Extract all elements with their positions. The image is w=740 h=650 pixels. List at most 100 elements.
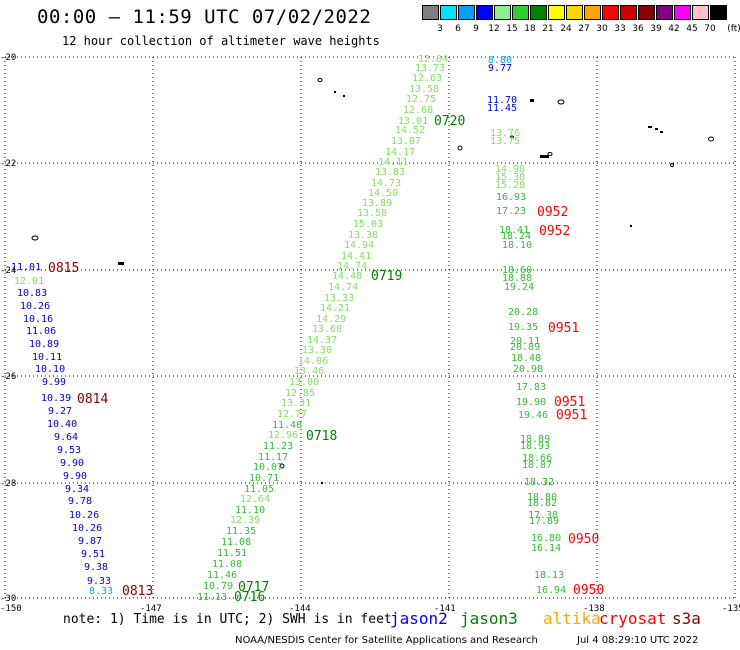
legend-label: 15 [506, 24, 518, 34]
wave-height-label: 9.90 [63, 471, 87, 482]
lon-tick-label: -141 [434, 604, 456, 614]
wave-height-label: 14.29 [316, 314, 346, 325]
axis-labels: -20 -22 -24 -26 -28 -30-150 -147 -144 -141 -138 -1… [0, 53, 740, 614]
wave-height-label: 13.01 [398, 116, 428, 127]
wave-height-label: 18.93 [520, 441, 550, 452]
island [630, 225, 632, 227]
wave-height-label: 12.01 [14, 276, 44, 287]
legend-swatch [458, 5, 475, 20]
wave-height-label: 20.11 [510, 336, 540, 347]
wave-height-label: 18.32 [524, 477, 554, 488]
wave-height-label: 11.01 [11, 262, 41, 273]
wave-height-label: 13.38 [348, 230, 378, 241]
pass-time-label: 0720 [434, 114, 465, 129]
wave-height-label: 11.48 [272, 420, 302, 431]
wave-height-label: 9.87 [78, 536, 102, 547]
lat-tick-label: -26 [0, 372, 16, 382]
lat-tick-label: -22 [0, 159, 16, 169]
wave-height-label: 11.70 [487, 95, 517, 106]
lon-tick-label: -138 [583, 604, 605, 614]
wave-height-label: 16.94 [536, 585, 566, 596]
wave-height-label: 15.03 [353, 219, 383, 230]
footer-note: note: 1) Time is in UTC; 2) SWH is in fe… [63, 612, 392, 627]
wave-height-label: 13.87 [391, 136, 421, 147]
legend-label: 36 [632, 24, 644, 34]
wave-height-label: 14.41 [341, 251, 371, 262]
wave-height-label: 12.39 [230, 515, 260, 526]
lat-tick-label: -24 [0, 266, 16, 276]
island [457, 145, 463, 151]
wave-height-label: 12.04 [418, 54, 448, 65]
legend-label: 30 [596, 24, 608, 34]
wave-height-label: 9.90 [60, 458, 84, 469]
wave-height-label: 17.23 [496, 206, 526, 217]
wave-height-label: 13.00 [289, 377, 319, 388]
sat-cryosat: cryosat [599, 609, 667, 628]
island [557, 99, 565, 105]
island [31, 235, 39, 241]
wave-height-label: 12.63 [412, 73, 442, 84]
island [321, 482, 323, 484]
wave-height-label: 9.38 [84, 562, 108, 573]
wave-height-label: 10.26 [69, 510, 99, 521]
wave-height-label: 16.14 [531, 543, 561, 554]
pass-time-label: 0815 [48, 261, 79, 276]
island [670, 163, 674, 167]
wave-height-label: 11.13 [197, 592, 227, 603]
wave-height-label: 12.68 [403, 105, 433, 116]
island [317, 78, 323, 82]
legend-swatch [494, 5, 511, 20]
island [343, 95, 345, 97]
island [708, 136, 714, 142]
wave-height-label: 10.10 [35, 364, 65, 375]
wave-height-label: 9.77 [488, 63, 512, 74]
wave-height-label: 11.10 [235, 505, 265, 516]
pass-time-label: 0814 [77, 392, 108, 407]
wave-height-label: 13.58 [357, 208, 387, 219]
wave-height-label: 9.64 [54, 432, 78, 443]
legend-swatch [602, 5, 619, 20]
lat-tick-label: -30 [0, 594, 16, 604]
island [660, 131, 663, 133]
pass-time-label: 0952 [539, 224, 570, 239]
legend-swatch [566, 5, 583, 20]
legend-swatch [692, 5, 709, 20]
pass-time-label: 0950 [573, 583, 604, 598]
lon-tick-label: -150 [0, 604, 22, 614]
legend-swatch [710, 5, 727, 20]
pass-time-label: 0719 [371, 269, 402, 284]
legend-label: 45 [686, 24, 698, 34]
island [655, 128, 658, 130]
lon-tick-label: -144 [289, 604, 311, 614]
legend-swatch [656, 5, 673, 20]
lat-tick-label: -28 [0, 479, 16, 489]
wave-height-label: 14.73 [371, 178, 401, 189]
wave-height-label: 13.73 [415, 63, 445, 74]
wave-height-label: 19.46 [518, 410, 548, 421]
wave-height-label: 14.74 [337, 261, 367, 272]
wave-height-label: 18.88 [502, 273, 532, 284]
page-title: 00:00 — 11:59 UTC 07/02/2022 [37, 6, 372, 28]
wave-height-label: 13.46 [294, 366, 324, 377]
wave-height-label: 12.75 [406, 94, 436, 105]
wave-height-label: 18.60 [502, 265, 532, 276]
legend-swatch [422, 5, 439, 20]
wave-height-label: 11.23 [263, 441, 293, 452]
credit-text: NOAA/NESDIS Center for Satellite Applica… [235, 635, 538, 646]
pass-time-label: 0952 [537, 205, 568, 220]
wave-height-label: 9.27 [48, 406, 72, 417]
legend-swatch [620, 5, 637, 20]
legend-swatch [530, 5, 547, 20]
legend-label: 12 [488, 24, 500, 34]
wave-height-label: 14.11 [378, 157, 408, 168]
wave-height-label: 9.53 [57, 445, 81, 456]
legend-swatch [584, 5, 601, 20]
legend-label: 42 [668, 24, 680, 34]
wave-height-label: 18.82 [527, 498, 557, 509]
wave-height-label: 18.48 [511, 353, 541, 364]
wave-height-label: 10.79 [203, 581, 233, 592]
island [648, 126, 652, 128]
sat-jason2: jason2 [390, 609, 448, 628]
